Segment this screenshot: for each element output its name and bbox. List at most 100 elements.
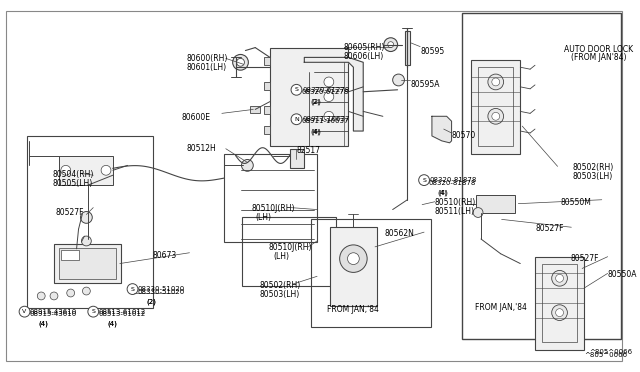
Text: (4): (4) <box>438 190 448 196</box>
Text: 80595: 80595 <box>420 46 444 55</box>
Bar <box>54 244 121 283</box>
Circle shape <box>324 77 334 87</box>
Text: (4): (4) <box>38 321 48 327</box>
Text: 80505(LH): 80505(LH) <box>52 179 92 188</box>
Text: 08330-51020: 08330-51020 <box>138 286 185 292</box>
Circle shape <box>241 160 253 171</box>
Circle shape <box>83 287 90 295</box>
Bar <box>264 126 270 134</box>
Text: 08911-10637: 08911-10637 <box>302 116 350 122</box>
Bar <box>224 154 317 242</box>
Text: 80527F: 80527F <box>536 224 564 233</box>
Circle shape <box>101 166 111 175</box>
Text: (2): (2) <box>311 99 321 105</box>
Circle shape <box>237 58 244 66</box>
Text: 80595A: 80595A <box>410 80 440 89</box>
Circle shape <box>488 109 504 124</box>
Text: (2): (2) <box>310 99 320 105</box>
Circle shape <box>552 270 568 286</box>
Text: 80550A: 80550A <box>607 270 637 279</box>
Text: 80503(LH): 80503(LH) <box>259 290 300 299</box>
Bar <box>264 57 270 65</box>
Circle shape <box>67 289 75 297</box>
Polygon shape <box>432 116 452 143</box>
Circle shape <box>419 175 429 186</box>
Text: (FROM JAN'84): (FROM JAN'84) <box>571 54 627 62</box>
Text: (4): (4) <box>38 321 48 327</box>
Bar <box>61 250 79 260</box>
Circle shape <box>556 309 563 317</box>
Circle shape <box>324 111 334 121</box>
Bar <box>28 136 153 308</box>
Circle shape <box>340 245 367 272</box>
Text: (4): (4) <box>311 128 321 135</box>
Bar <box>270 48 349 146</box>
Text: 80527F: 80527F <box>56 208 84 217</box>
Circle shape <box>291 114 302 125</box>
Text: 08911-10637: 08911-10637 <box>301 118 349 124</box>
Text: 80600E: 80600E <box>182 113 211 122</box>
Bar <box>405 31 410 65</box>
Text: (4): (4) <box>439 190 449 196</box>
Circle shape <box>50 292 58 300</box>
Text: ^805^0066: ^805^0066 <box>589 349 632 355</box>
Circle shape <box>233 54 248 70</box>
Text: 80503(LH): 80503(LH) <box>572 172 612 181</box>
Text: (2): (2) <box>147 299 156 305</box>
Circle shape <box>492 112 500 120</box>
Circle shape <box>81 212 92 223</box>
Circle shape <box>81 236 92 246</box>
Text: (LH): (LH) <box>255 212 271 221</box>
Circle shape <box>324 92 334 102</box>
Text: 08915-43610: 08915-43610 <box>29 311 77 317</box>
Circle shape <box>437 121 447 131</box>
Text: 80510J(RH): 80510J(RH) <box>252 204 295 213</box>
Bar <box>478 67 513 146</box>
Text: 80550M: 80550M <box>561 198 591 207</box>
Circle shape <box>384 38 397 51</box>
Text: S: S <box>294 87 298 92</box>
Text: 80605(RH): 80605(RH) <box>344 43 385 52</box>
Text: 80512H: 80512H <box>186 144 216 153</box>
Text: 08320-61278: 08320-61278 <box>301 89 349 95</box>
Text: S: S <box>422 177 426 183</box>
Text: 08915-43610: 08915-43610 <box>29 309 77 315</box>
Text: 80673: 80673 <box>152 251 177 260</box>
Text: 80600(RH): 80600(RH) <box>186 54 228 64</box>
Bar <box>535 257 584 350</box>
Circle shape <box>19 306 30 317</box>
Circle shape <box>88 306 99 317</box>
Text: 80510J(RH): 80510J(RH) <box>269 243 312 252</box>
Text: 80527F: 80527F <box>570 254 599 263</box>
Text: 80510(RH): 80510(RH) <box>435 198 476 207</box>
Circle shape <box>127 284 138 295</box>
Bar <box>264 106 270 114</box>
Circle shape <box>37 292 45 300</box>
Text: FROM JAN,'84: FROM JAN,'84 <box>475 303 527 312</box>
Text: 80504(RH): 80504(RH) <box>52 170 93 179</box>
Text: (4): (4) <box>107 321 117 327</box>
Circle shape <box>61 166 70 175</box>
Circle shape <box>552 305 568 321</box>
Text: (2): (2) <box>147 299 156 305</box>
Bar <box>311 219 431 327</box>
Circle shape <box>291 84 302 95</box>
Circle shape <box>473 208 483 217</box>
Bar <box>542 263 577 342</box>
Text: (4): (4) <box>310 128 320 135</box>
Bar <box>476 195 515 212</box>
Bar <box>264 82 270 90</box>
Bar <box>330 227 377 306</box>
Text: 80502(RH): 80502(RH) <box>572 163 614 172</box>
Text: FROM JAN,'84: FROM JAN,'84 <box>328 305 380 314</box>
Text: 08513-61012: 08513-61012 <box>98 309 145 315</box>
Text: V: V <box>22 309 27 314</box>
Circle shape <box>556 275 563 282</box>
Text: 80606(LH): 80606(LH) <box>344 51 384 61</box>
Text: 08330-51020: 08330-51020 <box>138 289 185 295</box>
Bar <box>243 217 336 286</box>
Bar <box>462 13 621 339</box>
Text: 08320-81878: 08320-81878 <box>430 177 477 183</box>
Text: S: S <box>92 309 95 314</box>
Text: 80601(LH): 80601(LH) <box>186 63 227 72</box>
